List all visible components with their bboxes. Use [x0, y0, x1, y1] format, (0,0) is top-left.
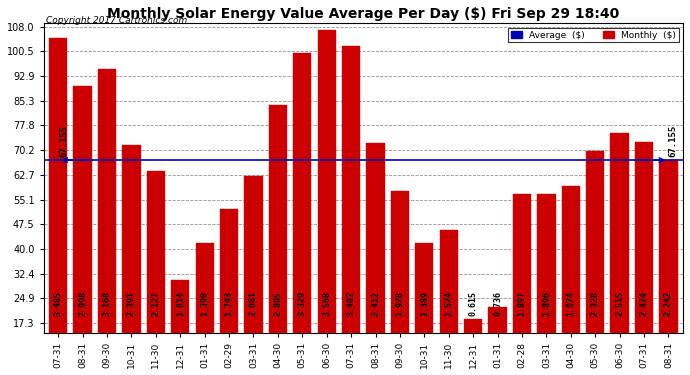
- Text: 2.424: 2.424: [640, 291, 649, 316]
- Bar: [464, 319, 482, 375]
- Bar: [317, 30, 336, 375]
- Bar: [74, 86, 92, 375]
- Bar: [122, 145, 141, 375]
- Text: 2.805: 2.805: [273, 291, 282, 316]
- Text: 0.736: 0.736: [493, 291, 502, 316]
- Text: 3.168: 3.168: [103, 291, 112, 316]
- Text: Copyright 2017 Cartronics.com: Copyright 2017 Cartronics.com: [46, 16, 187, 25]
- Bar: [268, 105, 287, 375]
- Text: 2.242: 2.242: [664, 291, 673, 316]
- Legend: Average  ($), Monthly  ($): Average ($), Monthly ($): [509, 28, 678, 42]
- Text: 2.328: 2.328: [591, 291, 600, 316]
- Bar: [586, 152, 604, 375]
- Bar: [489, 308, 506, 375]
- Bar: [635, 142, 653, 375]
- Bar: [98, 69, 116, 375]
- Text: 3.485: 3.485: [54, 291, 63, 316]
- Text: 1.389: 1.389: [420, 291, 429, 316]
- Text: 2.412: 2.412: [371, 291, 380, 316]
- Bar: [562, 186, 580, 375]
- Text: 67.155: 67.155: [669, 124, 678, 157]
- Bar: [147, 171, 165, 375]
- Bar: [342, 46, 360, 375]
- Text: 1.896: 1.896: [542, 291, 551, 316]
- Bar: [391, 190, 409, 375]
- Text: 2.515: 2.515: [615, 291, 624, 316]
- Bar: [49, 38, 68, 375]
- Text: 2.391: 2.391: [127, 291, 136, 316]
- Bar: [366, 143, 385, 375]
- Text: 1.524: 1.524: [444, 291, 453, 316]
- Text: 1.897: 1.897: [518, 291, 526, 316]
- Text: 2.081: 2.081: [249, 291, 258, 316]
- Bar: [195, 243, 214, 375]
- Title: Monthly Solar Energy Value Average Per Day ($) Fri Sep 29 18:40: Monthly Solar Energy Value Average Per D…: [107, 7, 620, 21]
- Text: 1.390: 1.390: [200, 291, 209, 316]
- Text: 2.127: 2.127: [151, 291, 160, 316]
- Text: 1.928: 1.928: [395, 291, 404, 316]
- Text: 3.329: 3.329: [298, 291, 307, 316]
- Text: 3.568: 3.568: [322, 291, 331, 316]
- Text: 1.014: 1.014: [176, 291, 185, 316]
- Text: 3.402: 3.402: [346, 291, 355, 316]
- Bar: [415, 243, 433, 375]
- Bar: [293, 53, 311, 375]
- Bar: [611, 133, 629, 375]
- Bar: [659, 160, 678, 375]
- Bar: [513, 194, 531, 375]
- Bar: [440, 230, 458, 375]
- Bar: [171, 280, 190, 375]
- Text: 2.998: 2.998: [78, 291, 87, 316]
- Text: 1.974: 1.974: [566, 291, 575, 316]
- Bar: [244, 176, 263, 375]
- Text: 67.155: 67.155: [59, 124, 68, 157]
- Bar: [220, 209, 238, 375]
- Text: 1.743: 1.743: [224, 291, 234, 316]
- Text: 0.615: 0.615: [469, 291, 477, 316]
- Bar: [538, 194, 555, 375]
